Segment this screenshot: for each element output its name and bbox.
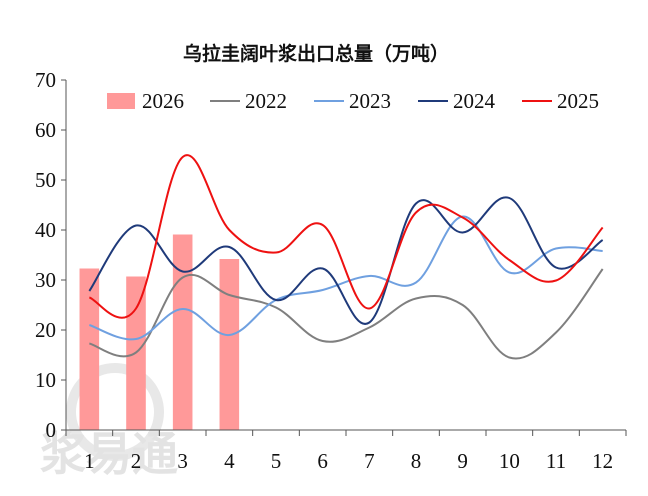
y-tick-label: 20 bbox=[35, 318, 56, 342]
legend-label: 2022 bbox=[245, 89, 287, 113]
x-tick-label: 11 bbox=[546, 449, 566, 473]
x-tick-label: 8 bbox=[411, 449, 422, 473]
line-series bbox=[88, 154, 604, 360]
watermark: 浆易通 bbox=[40, 363, 178, 481]
x-tick-label: 5 bbox=[271, 449, 282, 473]
x-tick-label: 7 bbox=[364, 449, 375, 473]
line-2022 bbox=[89, 268, 604, 360]
legend-item-2022: 2022 bbox=[210, 89, 287, 113]
x-tick-label: 2 bbox=[131, 449, 142, 473]
legend-item-2025: 2025 bbox=[522, 89, 599, 113]
x-tick-label: 12 bbox=[592, 449, 613, 473]
legend-label: 2025 bbox=[557, 89, 599, 113]
y-tick-label: 60 bbox=[35, 118, 56, 142]
x-tick-label: 1 bbox=[84, 449, 95, 473]
legend-item-2023: 2023 bbox=[314, 89, 391, 113]
bar-2026-3 bbox=[172, 234, 193, 430]
line-2024 bbox=[88, 196, 604, 325]
legend-label: 2023 bbox=[349, 89, 391, 113]
legend-label: 2026 bbox=[142, 89, 184, 113]
x-axis: 1 2 3 4 5 6 7 8 9 10 11 12 bbox=[65, 430, 627, 473]
y-tick-label: 70 bbox=[35, 68, 56, 92]
y-tick-label: 0 bbox=[46, 418, 57, 442]
x-tick-label: 4 bbox=[224, 449, 235, 473]
y-tick-label: 40 bbox=[35, 218, 56, 242]
axes bbox=[65, 80, 626, 431]
x-tick-label: 3 bbox=[177, 449, 188, 473]
line-2023 bbox=[88, 215, 603, 341]
legend-label: 2024 bbox=[453, 89, 496, 113]
line-2025 bbox=[88, 154, 604, 319]
watermark-text: 浆易通 bbox=[40, 427, 178, 481]
y-tick-label: 30 bbox=[35, 268, 56, 292]
y-axis: 0 10 20 30 40 50 60 70 bbox=[35, 68, 66, 442]
bar-2026-4 bbox=[219, 259, 240, 430]
legend-item-2024: 2024 bbox=[418, 89, 496, 113]
legend-swatch bbox=[107, 93, 135, 109]
bar-2026-1 bbox=[79, 268, 100, 430]
chart-title: 乌拉圭阔叶浆出口总量（万吨） bbox=[183, 42, 449, 65]
y-tick-label: 10 bbox=[35, 368, 56, 392]
x-tick-label: 10 bbox=[499, 449, 520, 473]
x-tick-label: 6 bbox=[317, 449, 328, 473]
legend: 2026 2022 2023 2024 2025 bbox=[107, 89, 599, 113]
legend-item-2026: 2026 bbox=[107, 89, 184, 113]
y-tick-label: 50 bbox=[35, 168, 56, 192]
x-tick-label: 9 bbox=[457, 449, 468, 473]
